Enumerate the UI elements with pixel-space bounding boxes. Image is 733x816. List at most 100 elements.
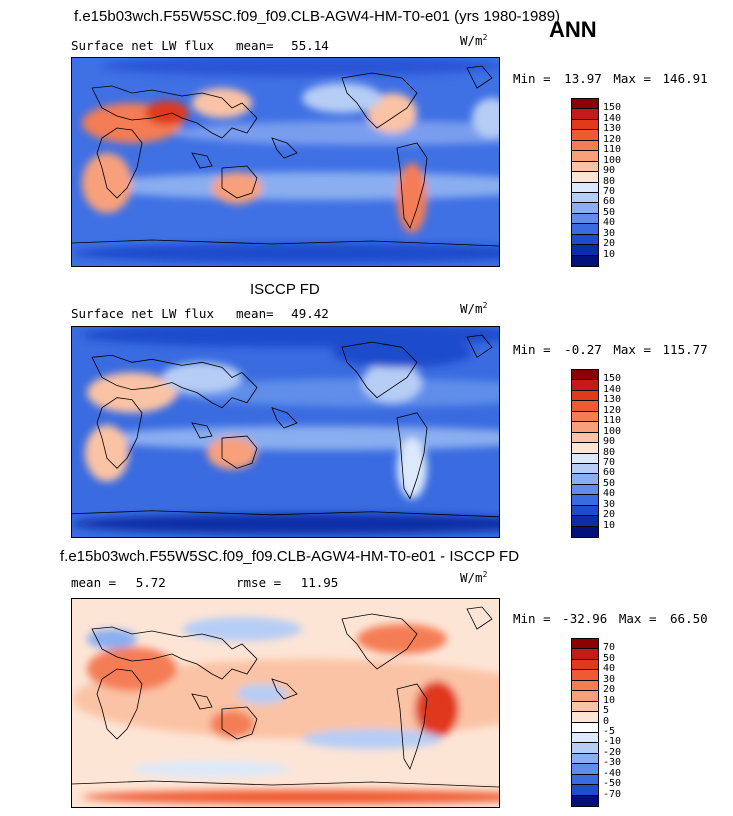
colorbar-tick-label: 40	[603, 663, 616, 675]
panel3-mean: mean = 5.72	[71, 575, 166, 590]
panel2-title: ISCCP FD	[250, 281, 320, 298]
colorbar-tick-label: 150	[603, 102, 622, 114]
colorbar-tick-label: 40	[603, 488, 616, 500]
colorbar-tick-label: 10	[603, 248, 616, 260]
panel3-rmse-label: rmse =	[236, 575, 282, 590]
coastline	[466, 65, 493, 89]
coastline	[221, 165, 258, 199]
colorbar-tick-label: -30	[603, 757, 622, 769]
panel2-max-value: 115.77	[662, 342, 708, 357]
panel1-max-label: Max =	[613, 71, 651, 86]
panel3-max-value: 66.50	[670, 611, 708, 626]
colorbar-swatch	[572, 649, 598, 660]
coastline	[96, 127, 143, 199]
panel3-colorbar	[571, 638, 599, 807]
colorbar-swatch	[572, 213, 598, 225]
field-patch	[357, 624, 447, 654]
colorbar-tick-label: -10	[603, 736, 622, 748]
coastline	[191, 152, 213, 169]
colorbar-tick-label: 30	[603, 498, 616, 510]
field-patch	[237, 684, 287, 704]
coastline	[341, 613, 418, 670]
colorbar-tick-label: 10	[603, 694, 616, 706]
colorbar-tick-label: 100	[603, 425, 622, 437]
panel2-map	[71, 326, 500, 538]
field-patch	[145, 101, 189, 125]
field-patch	[182, 617, 302, 641]
colorbar-tick-label: 130	[603, 394, 622, 406]
field-patch	[132, 761, 292, 777]
colorbar-swatch	[572, 639, 598, 650]
colorbar-swatch	[572, 732, 598, 744]
colorbar-tick-label: 5	[603, 705, 610, 717]
field-patch	[72, 243, 499, 263]
colorbar-swatch	[572, 764, 598, 775]
panel2-minmax: Min = -0.27 Max = 115.77	[513, 342, 708, 357]
field-patch	[397, 163, 427, 233]
colorbar-swatch	[572, 224, 598, 235]
panel2-mean-value: 49.42	[291, 306, 329, 321]
panel2-units-base: W/m	[460, 301, 483, 317]
colorbar-swatch	[572, 753, 598, 765]
panel1-max-value: 146.91	[662, 71, 708, 86]
colorbar-swatch	[572, 505, 598, 517]
coastline	[271, 407, 298, 429]
colorbar-tick-label: -40	[603, 767, 622, 779]
coastline	[72, 510, 499, 518]
season-label: ANN	[549, 17, 597, 42]
figure-title: f.e15b03wch.F55W5SC.f09_f09.CLB-AGW4-HM-…	[74, 8, 561, 25]
panel3-mean-label: mean =	[71, 575, 117, 590]
panel1-mean: mean= 55.14	[236, 38, 329, 53]
colorbar-tick-label: 90	[603, 436, 616, 448]
panel2-mean: mean= 49.42	[236, 306, 329, 321]
field-patch	[415, 681, 459, 737]
coastline	[341, 72, 418, 129]
colorbar-tick-label: 50	[603, 206, 616, 218]
colorbar-swatch	[572, 785, 598, 796]
coastline	[271, 678, 298, 700]
field-patch	[172, 121, 499, 145]
colorbar-swatch	[572, 701, 598, 713]
field-patch	[82, 153, 132, 213]
colorbar-swatch	[572, 203, 598, 214]
field-patch	[72, 513, 499, 534]
coastline	[466, 606, 493, 630]
panel3-min-label: Min =	[513, 611, 551, 626]
colorbar-tick-label: 20	[603, 509, 616, 521]
colorbar-swatch	[572, 255, 598, 266]
colorbar-tick-label: 60	[603, 196, 616, 208]
colorbar-tick-label: 20	[603, 238, 616, 250]
coastline	[91, 626, 258, 680]
field-patch	[102, 58, 499, 76]
colorbar-tick-label: -20	[603, 746, 622, 758]
field-patch	[302, 83, 382, 113]
coastline	[72, 780, 499, 788]
colorbar-tick-label: 60	[603, 467, 616, 479]
colorbar-swatch	[572, 109, 598, 120]
colorbar-swatch	[572, 192, 598, 204]
colorbar-swatch	[572, 484, 598, 496]
panel3-rmse-value: 11.95	[300, 575, 339, 590]
colorbar-swatch	[572, 443, 598, 454]
colorbar-tick-label: 90	[603, 165, 616, 177]
panel1-minmax: Min = 13.97 Max = 146.91	[513, 71, 708, 86]
panel3-mean-value: 5.72	[135, 575, 166, 590]
panel1-colorbar	[571, 98, 599, 267]
colorbar-swatch	[572, 526, 598, 537]
field-patch	[92, 425, 499, 451]
colorbar-swatch	[572, 463, 598, 475]
field-patch	[72, 659, 499, 739]
field-patch	[207, 437, 257, 470]
colorbar-tick-label: 70	[603, 456, 616, 468]
panel2-min-label: Min =	[513, 342, 551, 357]
panel1-map	[71, 57, 500, 267]
coastline	[396, 142, 428, 229]
field-patch	[87, 629, 137, 649]
panel1-units: W/m2	[460, 33, 487, 48]
colorbar-tick-label: -5	[603, 725, 616, 737]
colorbar-swatch	[572, 453, 598, 464]
panel3-max-label: Max =	[618, 611, 657, 626]
colorbar-swatch	[572, 659, 598, 671]
panel3-minmax: Min = -32.96 Max = 66.50	[513, 611, 708, 626]
field-patch	[397, 438, 427, 499]
